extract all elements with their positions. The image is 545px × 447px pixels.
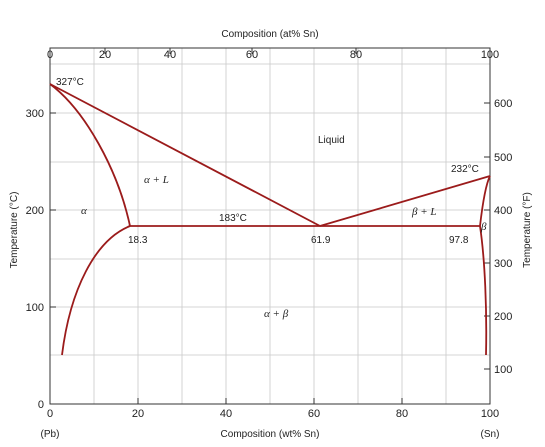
phase-label-alpha-beta: α + β [264, 308, 289, 320]
left-axis-title: Temperature (°C) [9, 192, 20, 269]
label-pb-melting: 327°C [56, 77, 84, 88]
liquidus-sn-side [319, 175, 491, 227]
left-tick-label: 300 [26, 108, 44, 120]
top-tick-label: 100 [481, 49, 499, 61]
liquidus-pb-side [49, 83, 321, 227]
phase-label-alpha-liquid: α + L [144, 174, 169, 186]
top-tick-label: 20 [99, 49, 111, 61]
right-axis-title: Temperature (°F) [522, 192, 533, 268]
label-sn-melting: 232°C [451, 164, 479, 175]
right-tick-labels: 100 200 300 400 500 600 [494, 98, 512, 376]
bottom-tick-label: 20 [132, 408, 144, 420]
phase-label-beta: β [480, 221, 487, 233]
top-axis-title: Composition (at% Sn) [221, 29, 318, 40]
right-tick-label: 100 [494, 364, 512, 376]
bottom-tick-label: 80 [396, 408, 408, 420]
phase-boundaries [49, 83, 491, 356]
right-tick-label: 400 [494, 205, 512, 217]
label-alpha-limit: 18.3 [128, 235, 148, 246]
solidus-pb-side [49, 83, 131, 227]
bottom-axis-title: Composition (wt% Sn) [221, 429, 320, 440]
bottom-tick-label: 0 [47, 408, 53, 420]
solidus-sn-side [479, 175, 491, 227]
left-tick-label: 0 [38, 399, 44, 411]
bottom-left-end-label: (Pb) [41, 429, 60, 440]
left-tick-label: 200 [26, 205, 44, 217]
bottom-tick-label: 100 [481, 408, 499, 420]
top-axis-ticks [49, 48, 491, 54]
solvus-sn-side [479, 225, 488, 356]
bottom-right-end-label: (Sn) [481, 429, 500, 440]
right-tick-label: 500 [494, 152, 512, 164]
left-axis-ticks [50, 112, 56, 405]
right-tick-label: 200 [494, 311, 512, 323]
bottom-tick-label: 40 [220, 408, 232, 420]
top-tick-label: 40 [164, 49, 176, 61]
phase-label-alpha: α [81, 205, 87, 217]
top-tick-labels: 0 20 40 60 80 100 [47, 49, 499, 61]
top-tick-label: 60 [246, 49, 258, 61]
plot-frame [49, 47, 491, 405]
top-tick-label: 0 [47, 49, 53, 61]
phase-label-beta-liquid: β + L [411, 206, 437, 218]
label-eutectic-comp: 61.9 [311, 235, 331, 246]
top-tick-label: 80 [350, 49, 362, 61]
left-tick-label: 100 [26, 302, 44, 314]
bottom-axis-ticks [49, 398, 491, 404]
left-tick-labels: 0 100 200 300 [26, 108, 44, 411]
bottom-tick-labels: 0 20 40 60 80 100 [47, 408, 499, 420]
label-eutectic-temp: 183°C [219, 213, 247, 224]
label-beta-limit: 97.8 [449, 235, 469, 246]
phase-label-liquid: Liquid [318, 135, 345, 146]
solvus-pb-side [61, 225, 131, 356]
right-tick-label: 300 [494, 258, 512, 270]
bottom-tick-label: 60 [308, 408, 320, 420]
right-tick-label: 600 [494, 98, 512, 110]
